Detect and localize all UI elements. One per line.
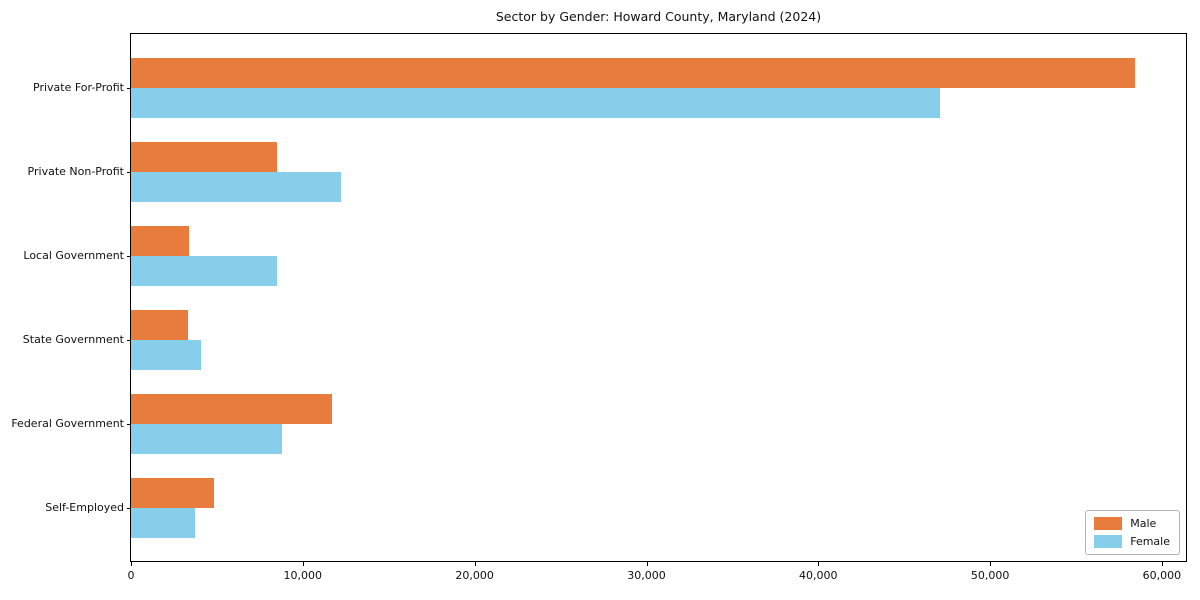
legend-item-female: Female: [1094, 535, 1170, 548]
y-tick-label: Self-Employed: [45, 501, 124, 514]
y-tick-label: Federal Government: [11, 417, 124, 430]
x-tick-label: 60,000: [1142, 569, 1182, 582]
bar-female-local-government: [131, 256, 278, 286]
x-tick-mark: [1161, 562, 1163, 566]
x-tick-label: 40,000: [799, 569, 838, 582]
x-tick-label: 10,000: [283, 569, 323, 582]
x-tick-label: 50,000: [970, 569, 1010, 582]
female-swatch: [1094, 535, 1123, 548]
legend-label-female: Female: [1130, 535, 1170, 548]
bar-female-state-government: [131, 340, 202, 370]
y-tick-mark: [127, 424, 131, 425]
x-tick-mark: [818, 562, 820, 566]
y-tick-mark: [127, 256, 131, 257]
x-tick-label: 30,000: [627, 569, 666, 582]
bar-female-federal-government: [131, 424, 283, 454]
bar-male-self-employed: [131, 478, 214, 508]
x-tick-mark: [990, 562, 992, 566]
x-tick-mark: [646, 562, 648, 566]
bar-male-private-non-profit: [131, 142, 278, 172]
bar-female-self-employed: [131, 508, 195, 538]
bar-male-federal-government: [131, 394, 332, 424]
x-tick-mark: [474, 562, 476, 566]
plot-area: Male Female: [130, 33, 1187, 562]
y-tick-label: Private Non-Profit: [27, 165, 124, 178]
chart-title: Sector by Gender: Howard County, Marylan…: [495, 9, 822, 24]
y-tick-mark: [127, 172, 131, 173]
y-tick-label: Private For-Profit: [33, 81, 124, 94]
x-tick-label: 0: [127, 569, 135, 582]
y-tick-mark: [127, 88, 131, 89]
y-tick-mark: [127, 340, 131, 341]
x-tick-mark: [131, 562, 132, 566]
legend-label-male: Male: [1130, 517, 1157, 530]
legend: Male Female: [1085, 510, 1180, 555]
y-tick-mark: [127, 508, 131, 509]
bar-female-private-non-profit: [131, 172, 341, 202]
bar-male-state-government: [131, 310, 188, 340]
x-tick-mark: [302, 562, 304, 566]
y-tick-label: State Government: [22, 333, 124, 346]
y-tick-label: Local Government: [23, 249, 124, 262]
bar-male-private-for-profit: [131, 58, 1135, 88]
bar-male-local-government: [131, 226, 190, 256]
legend-item-male: Male: [1094, 517, 1170, 530]
bar-female-private-for-profit: [131, 88, 941, 118]
male-swatch: [1094, 517, 1123, 530]
x-tick-label: 20,000: [455, 569, 494, 582]
